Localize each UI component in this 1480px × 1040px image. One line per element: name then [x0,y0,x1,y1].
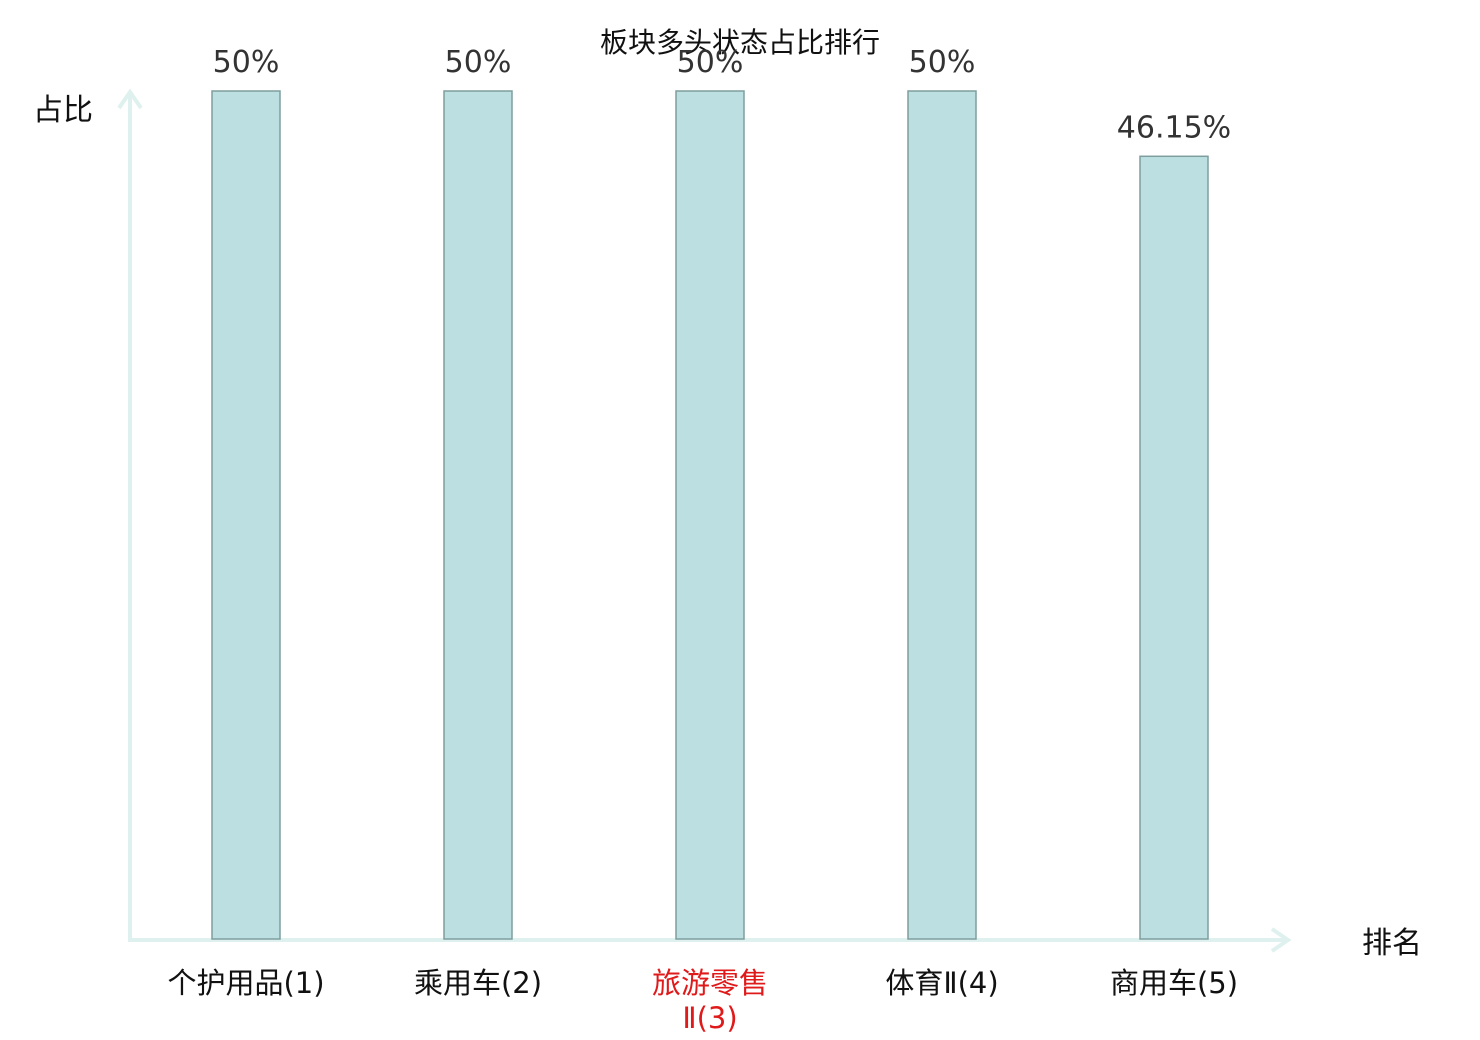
x-tick-label-line: 乘用车(2) [414,966,542,1000]
x-tick-label-1: 个护用品(1) [167,966,324,1000]
x-tick-label-line: 旅游零售 [652,966,768,1000]
bar-2 [443,90,513,940]
data-label-3: 50% [677,45,744,80]
x-tick-label-2: 乘用车(2) [414,966,542,1000]
x-tick-label-line: 体育Ⅱ(4) [885,966,998,1000]
bars-group [211,90,1209,940]
x-axis-label: 排名 [1362,926,1422,961]
data-label-2: 50% [445,45,512,80]
x-tick-label-3: 旅游零售 Ⅱ(3) [652,966,768,1035]
data-labels-group: 50% 50% 50% 50% 46.15% [213,45,1232,145]
x-axis [130,927,1292,953]
x-tick-label-line: Ⅱ(3) [682,1001,737,1035]
x-tick-labels-group: 个护用品(1) 乘用车(2) 旅游零售 Ⅱ(3) 体育Ⅱ(4) 商用车(5) [167,966,1238,1035]
bar-4 [907,90,977,940]
y-axis-label: 占比 [33,93,93,128]
x-tick-label-line: 个护用品(1) [167,966,324,1000]
data-label-1: 50% [213,45,280,80]
bar-5 [1139,155,1209,940]
chart-title: 板块多头状态占比排行 [600,26,880,59]
x-tick-label-4: 体育Ⅱ(4) [885,966,998,1000]
bar-1 [211,90,281,940]
data-label-5: 46.15% [1117,110,1231,145]
x-tick-label-5: 商用车(5) [1110,966,1238,1000]
y-axis [117,88,143,942]
bar-3 [675,90,745,940]
data-label-4: 50% [909,45,976,80]
x-tick-label-line: 商用车(5) [1110,966,1238,1000]
